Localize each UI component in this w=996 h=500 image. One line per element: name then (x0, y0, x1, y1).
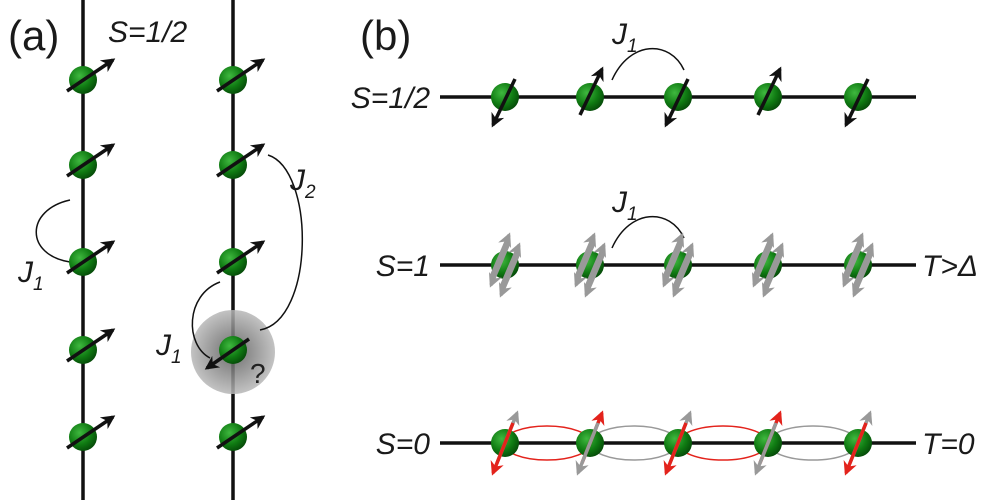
coupling-symbol: J (611, 186, 628, 219)
coupling-arc (612, 217, 684, 248)
coupling-label: J1 (611, 186, 638, 225)
coupling-index: 1 (33, 274, 44, 295)
unknown-mark: ? (250, 358, 266, 389)
coupling-arc (612, 49, 684, 80)
coupling-symbol: J (17, 256, 34, 289)
coupling-label: J2 (289, 164, 316, 203)
panel-label: (b) (360, 12, 411, 59)
temperature-label: T=0 (922, 428, 975, 461)
coupling-index: 1 (627, 36, 638, 57)
coupling-label: J1 (17, 256, 44, 295)
coupling-arc (36, 200, 70, 262)
coupling-symbol: J (289, 164, 306, 197)
coupling-symbol: J (611, 18, 628, 51)
coupling-index: 2 (304, 182, 316, 203)
figure: (a) S=1/2 J1 J1 J2 ? (b) S=1/2 J1 S=1 J1… (0, 0, 996, 500)
chain-lines (83, 0, 916, 500)
temperature-label: T>Δ (922, 250, 978, 283)
spin-label: S=0 (376, 428, 431, 461)
spin-label: S=1 (376, 250, 430, 283)
panel-label: (a) (8, 12, 59, 59)
spin-label: S=1/2 (351, 82, 431, 115)
coupling-index: 1 (627, 204, 638, 225)
coupling-index: 1 (171, 347, 182, 368)
coupling-symbol: J (155, 329, 172, 362)
coupling-label: J1 (155, 329, 182, 368)
spin-label: S=1/2 (108, 16, 188, 49)
coupling-label: J1 (611, 18, 638, 57)
